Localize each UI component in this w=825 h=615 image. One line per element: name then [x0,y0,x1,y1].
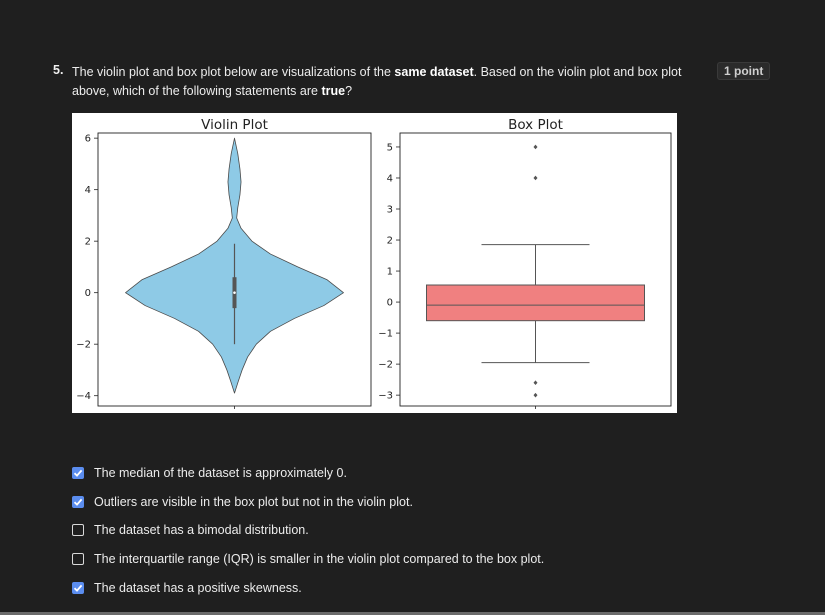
y-tick-label: −2 [378,360,393,371]
option-checkbox[interactable] [72,467,84,479]
option-label: Outliers are visible in the box plot but… [94,495,413,509]
bottom-divider [0,612,825,615]
y-tick-label: 0 [387,298,393,309]
y-tick-label: −1 [378,329,393,340]
y-tick-label: 5 [387,142,393,153]
box-iqr [426,284,645,322]
points-badge: 1 point [717,62,771,80]
box-axes-frame [399,132,672,407]
option-label: The dataset has a positive skewness. [94,581,302,595]
y-tick-label: 4 [85,185,91,196]
option-1[interactable]: The median of the dataset is approximate… [72,463,772,483]
option-checkbox[interactable] [72,582,84,594]
question-text: The violin plot and box plot below are v… [72,63,682,101]
violin-axes-frame [97,132,372,407]
box-outlier [533,392,538,398]
check-icon [73,469,83,477]
option-checkbox[interactable] [72,496,84,508]
option-label: The interquartile range (IQR) is smaller… [94,552,545,566]
question-bold-same-dataset: same dataset [394,65,474,79]
question-number: 5. [53,63,64,77]
option-label: The dataset has a bimodal distribution. [94,523,309,537]
check-icon [73,498,83,506]
option-checkbox[interactable] [72,553,84,565]
y-tick-label: −2 [76,340,91,351]
option-5[interactable]: The dataset has a positive skewness. [72,578,772,598]
violin-title: Violin Plot [201,117,268,133]
y-tick-label: 2 [85,237,91,248]
y-tick-label: −4 [76,391,91,402]
y-tick-label: 0 [85,288,91,299]
option-checkbox[interactable] [72,524,84,536]
y-tick-label: −3 [378,391,393,402]
y-tick-label: 3 [387,205,393,216]
box-title: Box Plot [508,117,563,133]
question-text-part: The violin plot and box plot below are v… [72,65,395,79]
plots-figure: Violin Plot 6 4 2 0 −2 −4 Box Plot 5 4 3 2 1 0 −1 −2 −3 [72,113,677,413]
question-text-part: . Based on the violin plot and box plot … [72,65,682,98]
y-tick-label: 1 [387,267,393,278]
y-tick-label: 4 [387,173,393,184]
box-outlier [533,380,538,386]
box-outlier [533,144,538,150]
plots-svg: Violin Plot 6 4 2 0 −2 −4 Box Plot 5 4 3 2 1 0 −1 −2 −3 [76,117,672,409]
question-text-part: ? [345,84,353,98]
option-label: The median of the dataset is approximate… [94,466,347,480]
option-3[interactable]: The dataset has a bimodal distribution. [72,520,772,540]
check-icon [73,584,83,592]
option-4[interactable]: The interquartile range (IQR) is smaller… [72,549,772,569]
option-2[interactable]: Outliers are visible in the box plot but… [72,492,772,512]
question-bold-true: true [321,84,346,98]
box-outlier [533,175,538,181]
y-tick-label: 2 [387,236,393,247]
y-tick-label: 6 [85,134,91,145]
violin-median-dot [233,291,236,294]
